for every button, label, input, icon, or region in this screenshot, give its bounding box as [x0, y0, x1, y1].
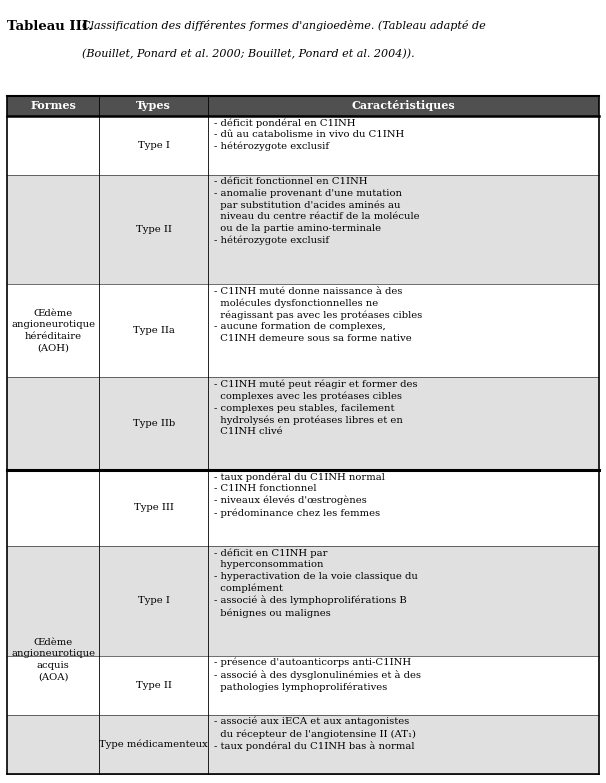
Text: Œdème
angioneurotique
acquis
(AOA): Œdème angioneurotique acquis (AOA) — [11, 637, 95, 682]
Text: Caractéristiques: Caractéristiques — [351, 100, 456, 111]
Text: Type II: Type II — [136, 680, 171, 690]
Bar — [7, 470, 599, 546]
Text: Type IIb: Type IIb — [133, 419, 175, 428]
Text: - associé aux iECA et aux antagonistes
  du récepteur de l'angiotensine II (AT₁): - associé aux iECA et aux antagonistes d… — [215, 717, 416, 751]
Text: - déficit pondéral en C1INH
- dû au catabolisme in vivo du C1INH
- hétérozygote : - déficit pondéral en C1INH - dû au cata… — [215, 118, 405, 151]
Text: Tableau III.: Tableau III. — [7, 20, 93, 33]
Bar — [7, 546, 599, 655]
Text: (Bouillet, Ponard et al. 2000; Bouillet, Ponard et al. 2004)).: (Bouillet, Ponard et al. 2000; Bouillet,… — [82, 49, 415, 60]
Text: Types: Types — [136, 100, 171, 111]
Text: - C1INH muté donne naissance à des
  molécules dysfonctionnelles ne
  réagissant: - C1INH muté donne naissance à des moléc… — [215, 287, 422, 343]
Text: Œdème
angioneurotique
héréditaire
(AOH): Œdème angioneurotique héréditaire (AOH) — [11, 309, 95, 353]
Text: - déficit fonctionnel en C1INH
- anomalie provenant d'une mutation
  par substit: - déficit fonctionnel en C1INH - anomali… — [215, 177, 420, 245]
Text: Type I: Type I — [138, 596, 170, 605]
Text: - déficit en C1INH par
  hyperconsommation
- hyperactivation de la voie classiqu: - déficit en C1INH par hyperconsommation… — [215, 548, 418, 618]
Text: - C1INH muté peut réagir et former des
  complexes avec les protéases cibles
- c: - C1INH muté peut réagir et former des c… — [215, 380, 418, 436]
Bar — [7, 377, 599, 470]
Text: Classification des différentes formes d'angioedème. (Tableau adapté de: Classification des différentes formes d'… — [82, 20, 485, 31]
Bar — [7, 655, 599, 715]
Text: Formes: Formes — [30, 100, 76, 111]
Text: Type II: Type II — [136, 226, 171, 234]
Text: Type I: Type I — [138, 141, 170, 150]
Bar — [7, 284, 599, 377]
Bar — [7, 715, 599, 774]
Text: - présence d'autoanticorps anti-C1INH
- associé à des dysglonulinémies et à des
: - présence d'autoanticorps anti-C1INH - … — [215, 658, 421, 692]
Bar — [7, 96, 599, 116]
Text: Type IIa: Type IIa — [133, 327, 175, 335]
Text: Type médicamenteux: Type médicamenteux — [99, 739, 208, 749]
Text: - taux pondéral du C1INH normal
- C1INH fonctionnel
- niveaux élevés d'œstrogène: - taux pondéral du C1INH normal - C1INH … — [215, 472, 385, 518]
Text: Type III: Type III — [134, 503, 173, 512]
Bar — [7, 116, 599, 175]
Bar — [7, 175, 599, 284]
